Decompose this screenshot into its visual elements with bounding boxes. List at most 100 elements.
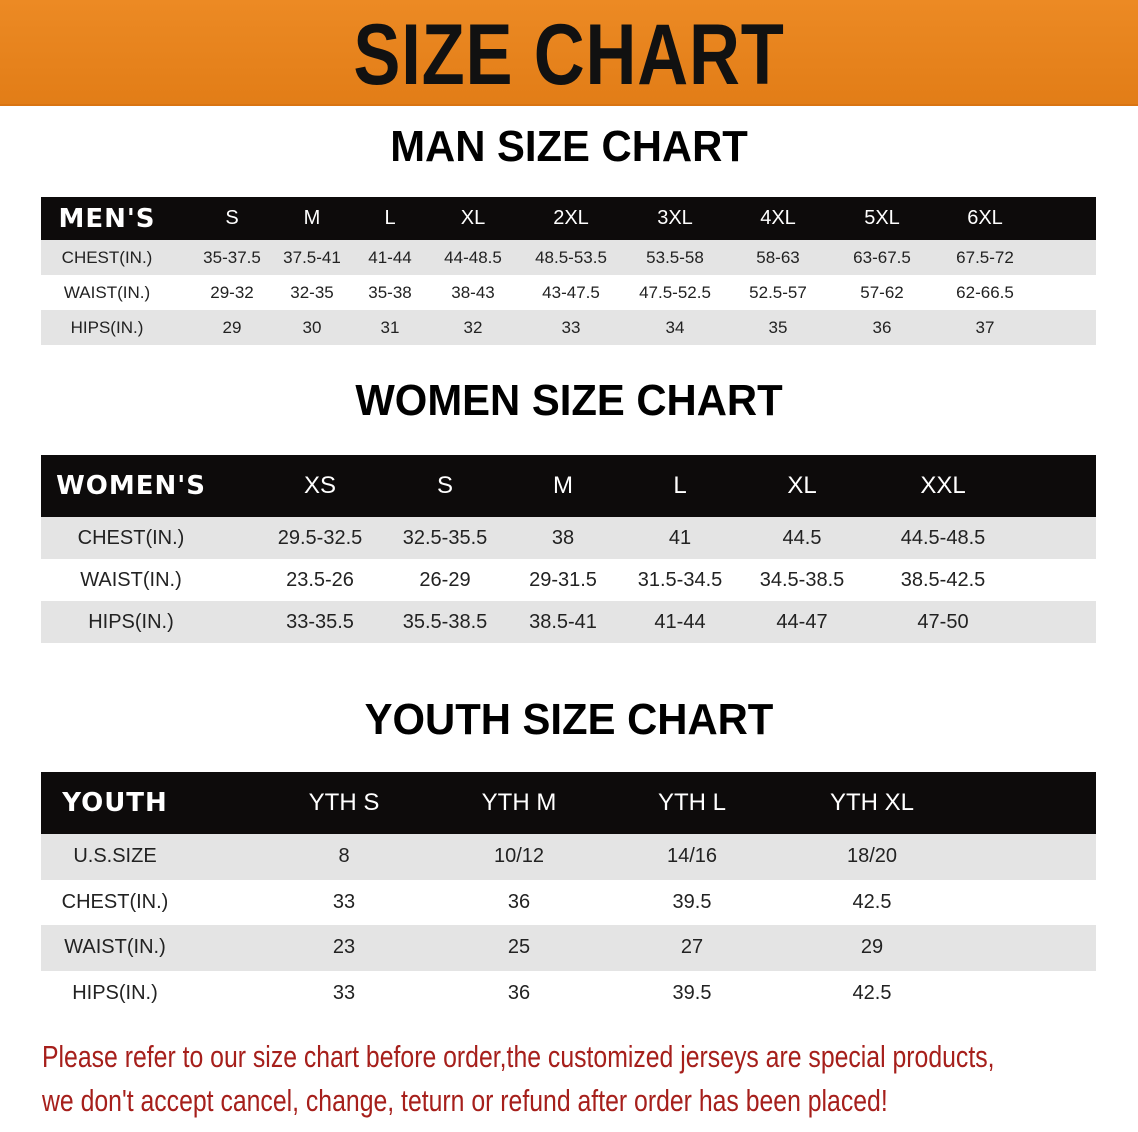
measurement-value: 23.5-26: [286, 568, 354, 591]
measurement-value: 26-29: [419, 568, 471, 591]
size-column-header: YTH M: [481, 789, 557, 816]
measurement-value: 29: [860, 936, 884, 959]
measurement-value: 10/12: [493, 845, 545, 868]
size-column-header: 2XL: [553, 207, 589, 229]
measurement-label: WAIST(IN.): [63, 282, 151, 302]
size-column-header: XL: [460, 207, 486, 229]
youth-table-row: HIPS(IN.) 33 36 39.5 42.5: [41, 970, 1096, 1016]
men-section-title: MAN SIZE CHART: [390, 122, 748, 171]
youth-header-label: YOUTH: [62, 788, 168, 818]
measurement-value: 44.5: [782, 526, 822, 549]
measurement-value: 25: [507, 936, 531, 959]
measurement-value: 58-63: [756, 247, 800, 267]
measurement-value: 30: [302, 317, 322, 337]
youth-table-row: WAIST(IN.) 23 25 27 29: [41, 925, 1096, 971]
youth-header-row: YOUTH YTH S YTH M YTH L YTH XL: [41, 772, 1096, 834]
measurement-value: 27: [680, 936, 704, 959]
measurement-value: 32-35: [290, 282, 334, 302]
measurement-value: 29-32: [210, 282, 254, 302]
measurement-value: 42.5: [852, 981, 892, 1004]
size-column-header: YTH XL: [829, 789, 915, 816]
measurement-label: HIPS(IN.): [72, 981, 158, 1004]
measurement-value: 34.5-38.5: [759, 568, 845, 591]
measurement-value: 44-47: [776, 610, 828, 633]
men-size-table: MEN'S S M L XL 2XL 3XL 4XL 5XL 6XL CHEST(IN.) 35-37…: [41, 197, 1096, 345]
measurement-value: 41-44: [368, 247, 412, 267]
size-column-header: XXL: [920, 472, 966, 499]
measurement-label: CHEST(IN.): [61, 247, 153, 267]
measurement-value: 38.5-41: [529, 610, 597, 633]
measurement-value: 33: [332, 981, 356, 1004]
women-table-row: WAIST(IN.) 23.5-26 26-29 29-31.5 31.5-34.5 34…: [41, 559, 1096, 601]
men-header-row: MEN'S S M L XL 2XL 3XL 4XL 5XL 6XL: [41, 197, 1096, 240]
measurement-label: HIPS(IN.): [88, 610, 174, 633]
measurement-value: 14/16: [666, 845, 718, 868]
measurement-value: 38.5-42.5: [900, 568, 986, 591]
measurement-value: 32.5-35.5: [402, 526, 488, 549]
measurement-value: 29-31.5: [529, 568, 597, 591]
measurement-value: 36: [507, 890, 531, 913]
size-column-header: S: [225, 207, 239, 229]
measurement-label: WAIST(IN.): [64, 936, 166, 959]
measurement-value: 33-35.5: [286, 610, 354, 633]
measurement-value: 34: [665, 317, 685, 337]
measurement-value: 43-47.5: [542, 282, 600, 302]
size-column-header: 3XL: [657, 207, 693, 229]
measurement-value: 39.5: [672, 890, 712, 913]
measurement-value: 18/20: [846, 845, 898, 868]
youth-size-table: YOUTH YTH S YTH M YTH L YTH XL U.S.SIZE 8 10/12…: [41, 772, 1096, 1016]
measurement-value: 62-66.5: [956, 282, 1014, 302]
youth-table-row: U.S.SIZE 8 10/12 14/16 18/20: [41, 834, 1096, 880]
measurement-value: 47.5-52.5: [639, 282, 711, 302]
measurement-value: 31.5-34.5: [637, 568, 723, 591]
measurement-value: 37: [975, 317, 995, 337]
measurement-label: CHEST(IN.): [61, 890, 169, 913]
measurement-value: 32: [463, 317, 483, 337]
measurement-value: 29: [222, 317, 242, 337]
measurement-value: 38: [551, 526, 575, 549]
notice-line-2: we don't accept cancel, change, teturn o…: [42, 1083, 888, 1118]
measurement-label: HIPS(IN.): [70, 317, 144, 337]
measurement-value: 42.5: [852, 890, 892, 913]
size-column-header: 4XL: [760, 207, 796, 229]
measurement-value: 53.5-58: [646, 247, 704, 267]
measurement-value: 31: [380, 317, 400, 337]
women-table-row: HIPS(IN.) 33-35.5 35.5-38.5 38.5-41 41-44 44-…: [41, 601, 1096, 643]
size-column-header: S: [436, 472, 454, 499]
measurement-value: 23: [332, 936, 356, 959]
women-section-title: WOMEN SIZE CHART: [355, 376, 783, 425]
women-header-row: WOMEN'S XS S M L XL XXL: [41, 455, 1096, 517]
men-table-row: HIPS(IN.) 29 30 31 32 33 34 35 36 37: [41, 310, 1096, 345]
youth-table-row: CHEST(IN.) 33 36 39.5 42.5: [41, 879, 1096, 925]
measurement-value: 41-44: [654, 610, 706, 633]
notice-line-1: Please refer to our size chart before or…: [42, 1039, 995, 1074]
measurement-value: 36: [507, 981, 531, 1004]
size-column-header: L: [673, 472, 687, 499]
youth-section-title: YOUTH SIZE CHART: [364, 695, 774, 744]
measurement-value: 67.5-72: [956, 247, 1014, 267]
measurement-value: 52.5-57: [749, 282, 807, 302]
measurement-value: 63-67.5: [853, 247, 911, 267]
size-column-header: 6XL: [967, 207, 1003, 229]
measurement-value: 37.5-41: [283, 247, 341, 267]
measurement-value: 57-62: [860, 282, 904, 302]
measurement-value: 36: [872, 317, 892, 337]
measurement-label: U.S.SIZE: [73, 845, 157, 868]
size-column-header: XL: [787, 472, 817, 499]
men-header-label: MEN'S: [58, 203, 156, 234]
measurement-value: 33: [561, 317, 581, 337]
size-column-header: XS: [303, 472, 337, 499]
banner: SIZE CHART: [0, 0, 1138, 106]
men-table-row: WAIST(IN.) 29-32 32-35 35-38 38-43 43-47.5 47.…: [41, 275, 1096, 310]
banner-title: SIZE CHART: [353, 7, 785, 103]
size-column-header: YTH S: [308, 789, 380, 816]
measurement-value: 35-37.5: [203, 247, 261, 267]
measurement-value: 35.5-38.5: [402, 610, 488, 633]
measurement-value: 47-50: [917, 610, 969, 633]
size-column-header: 5XL: [864, 207, 900, 229]
size-column-header: YTH L: [657, 789, 727, 816]
measurement-label: CHEST(IN.): [77, 526, 185, 549]
women-header-label: WOMEN'S: [56, 471, 206, 501]
measurement-value: 29.5-32.5: [277, 526, 363, 549]
women-table-row: CHEST(IN.) 29.5-32.5 32.5-35.5 38 41 44.5 44.5…: [41, 517, 1096, 559]
